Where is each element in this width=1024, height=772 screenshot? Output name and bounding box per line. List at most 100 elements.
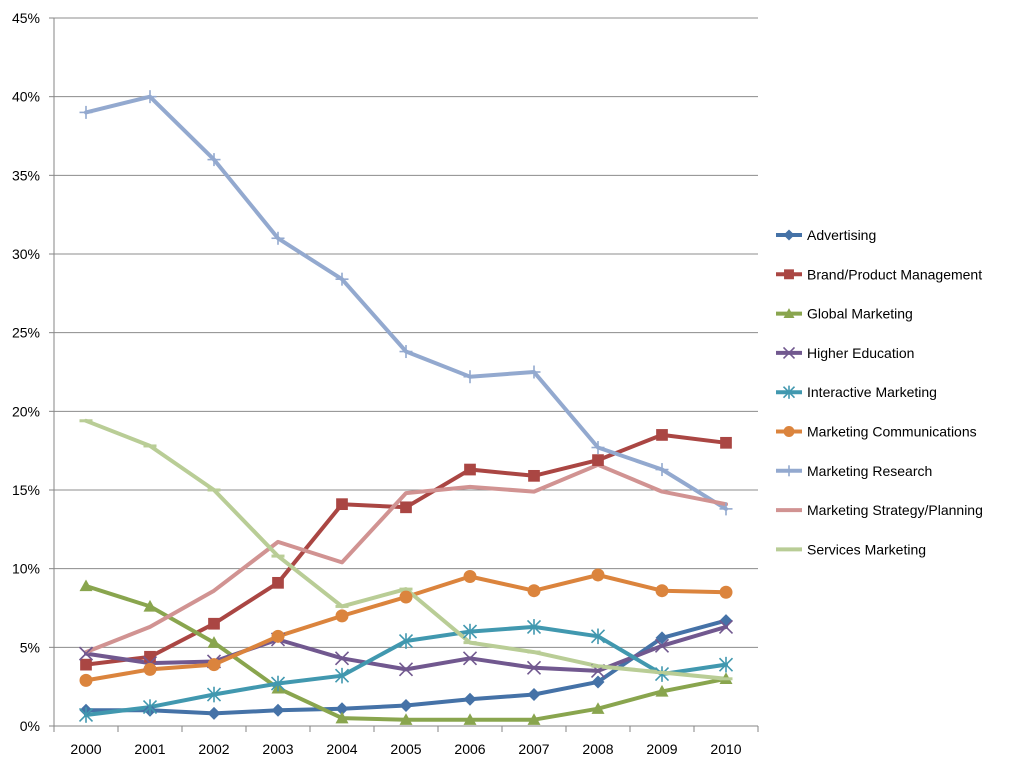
legend-label: Interactive Marketing [807,384,937,400]
x-tick-label: 2005 [390,741,421,757]
data-point-marker [591,702,605,714]
x-tick-label: 2007 [518,741,549,757]
data-point-marker [783,547,795,551]
data-point-marker [143,599,157,612]
data-point-marker [590,628,606,645]
y-tick-label: 45% [12,10,40,26]
data-point-marker [80,658,92,671]
legend-item: Marketing Strategy/Planning [776,502,983,518]
x-tick-label: 2000 [70,741,101,757]
data-point-marker [592,454,604,466]
legend-item: Brand/Product Management [776,266,982,282]
data-point-marker [399,345,413,359]
data-point-marker [719,502,733,516]
data-point-marker [782,385,796,399]
data-point-marker [208,617,220,630]
legend-item: Marketing Communications [776,424,977,440]
data-point-marker [207,636,221,648]
legend-item: Advertising [776,227,876,243]
legend-label: Brand/Product Management [807,266,982,282]
data-point-marker [655,584,669,598]
data-point-marker [720,436,732,449]
data-point-marker [463,713,477,725]
data-point-marker [463,641,477,645]
data-point-marker [143,662,157,676]
legend-label: Marketing Strategy/Planning [807,502,983,518]
data-point-marker [719,585,733,599]
data-point-marker [656,429,668,441]
data-point-marker [142,699,158,715]
data-point-marker [527,584,541,598]
gridlines [54,17,758,648]
data-point-marker [527,688,541,702]
data-point-marker [655,671,669,675]
data-point-marker [399,699,413,713]
data-point-marker [591,675,605,689]
data-point-marker [399,713,413,725]
data-point-marker [399,587,413,591]
data-point-marker [398,662,414,677]
data-point-marker [270,675,286,692]
legend-item: Global Marketing [776,306,913,322]
data-point-marker [271,629,285,643]
data-point-marker [207,706,221,720]
data-point-marker [464,463,476,476]
legend-label: Marketing Communications [807,424,977,440]
data-point-marker [79,105,93,119]
y-tick-label: 15% [12,482,40,498]
x-tick-label: 2006 [454,741,485,757]
data-point-marker [79,579,93,592]
data-point-marker [719,614,733,628]
data-point-marker [143,90,157,104]
data-point-marker [526,619,542,635]
data-point-marker [463,692,477,706]
data-point-marker [463,370,477,384]
y-tick-label: 5% [20,639,40,655]
data-point-marker [144,650,156,663]
data-point-marker [718,656,734,673]
data-point-marker [334,651,350,666]
legend-label: Higher Education [807,345,914,361]
legend-item: Higher Education [776,345,914,361]
legend-label: Services Marketing [807,541,926,557]
data-point-marker [335,702,349,716]
data-point-marker [335,604,349,608]
data-point-marker [654,666,670,682]
data-point-marker [334,667,350,684]
data-point-marker [784,269,794,280]
data-point-marker [207,488,221,492]
series-lines [84,94,728,722]
data-point-marker [591,664,605,668]
data-point-marker [272,576,284,589]
data-point-marker [526,660,542,675]
data-point-marker [655,684,669,697]
axes: 0% 5% 10% 15% 20% 25% 30% 35% 40% 45% 2000 2001 2002… [12,10,759,757]
data-point-marker [783,229,795,241]
y-tick-label: 20% [12,403,40,419]
data-point-marker [527,650,541,654]
data-point-marker [271,703,285,717]
legend-label: Global Marketing [807,306,913,322]
data-point-marker [78,707,94,723]
y-tick-label: 25% [12,325,40,341]
data-point-marker [78,646,94,661]
data-point-marker [591,441,605,455]
data-point-marker [398,633,414,649]
data-point-marker [207,153,221,167]
legend-item: Marketing Research [776,463,932,479]
data-point-marker [79,673,93,687]
data-point-marker [207,658,221,672]
data-point-marker [271,231,285,245]
data-point-marker [783,308,795,318]
data-point-marker [783,465,795,477]
data-point-marker [399,590,413,604]
series-line-7 [84,462,728,655]
data-point-marker [591,568,605,582]
x-tick-label: 2001 [134,741,165,757]
legend: Advertising Brand/Product Management Globa… [776,227,983,557]
x-tick-label: 2010 [710,741,741,757]
data-point-marker [271,554,285,558]
data-point-marker [335,272,349,286]
